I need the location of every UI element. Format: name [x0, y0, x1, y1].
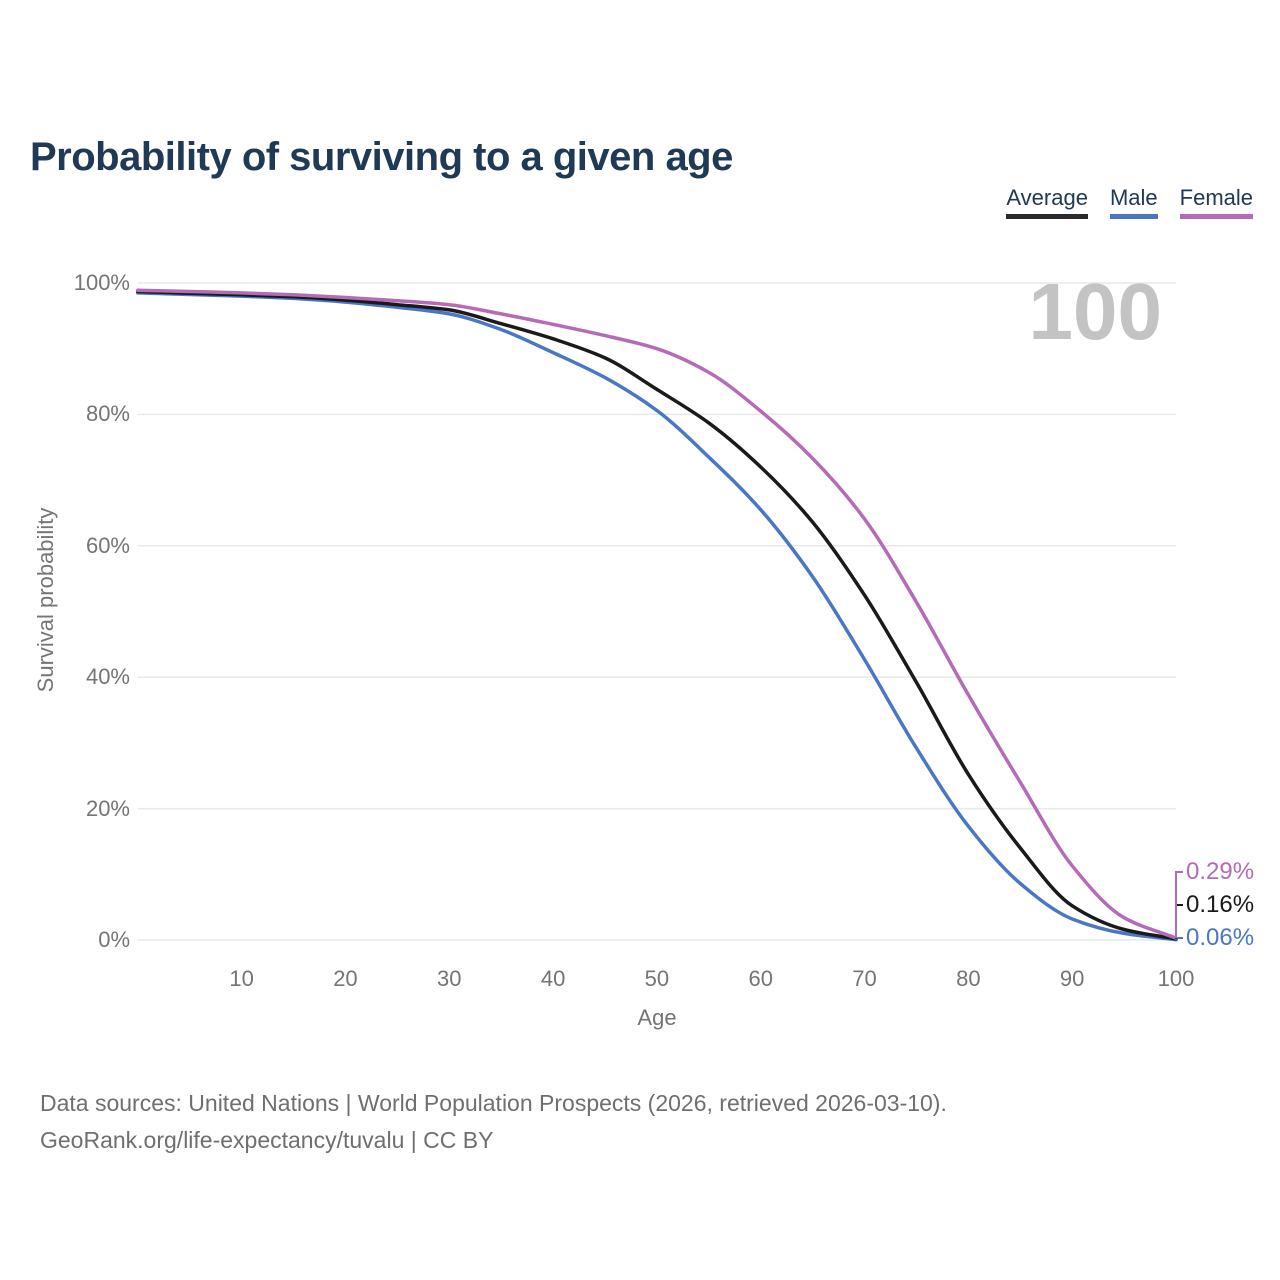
x-tick-50: 50 [644, 966, 670, 991]
connector-average [1175, 904, 1183, 939]
watermark-age-100: 100 [1028, 267, 1162, 356]
end-label-female: 0.29% [1186, 858, 1255, 885]
legend-item-male[interactable]: Male [1109, 185, 1158, 220]
x-tick-70: 70 [852, 966, 877, 991]
x-tick-90: 90 [1059, 966, 1085, 991]
x-axis-label: Age [637, 1005, 677, 1030]
line-female [136, 288, 1178, 940]
x-tick-80: 80 [956, 966, 981, 991]
end-label-male: 0.06% [1186, 924, 1255, 951]
gridlines [137, 282, 1176, 941]
x-tick-30: 30 [437, 966, 462, 991]
x-tick-40: 40 [540, 966, 566, 991]
y-tick-80: 80% [85, 401, 130, 427]
line-male [136, 291, 1178, 942]
footer: Data sources: United Nations | World Pop… [40, 1085, 947, 1159]
legend: Average Male Female [1006, 185, 1253, 220]
x-tick-10: 10 [229, 966, 254, 991]
page-title: Probability of surviving to a given age [30, 134, 733, 179]
end-label-average: 0.16% [1186, 891, 1255, 918]
x-tick-20: 20 [333, 966, 358, 991]
series-lines [136, 288, 1178, 942]
footer-data-sources: Data sources: United Nations | World Pop… [40, 1090, 947, 1116]
y-tick-40: 40% [85, 664, 130, 690]
end-label-connectors [1175, 871, 1183, 940]
connector-female [1175, 871, 1183, 939]
x-tick-100: 100 [1157, 966, 1195, 991]
legend-item-female[interactable]: Female [1179, 185, 1253, 220]
y-tick-20: 20% [85, 795, 130, 821]
legend-item-average[interactable]: Average [1006, 185, 1088, 220]
line-average [136, 289, 1178, 941]
y-tick-100: 100% [73, 270, 130, 295]
y-tick-60: 60% [85, 532, 130, 558]
y-tick-0: 0% [98, 927, 130, 952]
footer-attribution: GeoRank.org/life-expectancy/tuvalu | CC … [40, 1127, 494, 1153]
x-tick-60: 60 [748, 966, 773, 991]
